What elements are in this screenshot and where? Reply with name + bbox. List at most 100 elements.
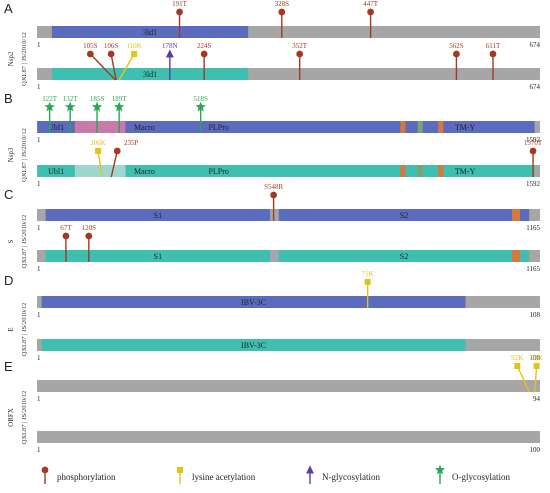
acet-marker [131,51,138,57]
acet-marker [533,363,540,369]
phos-marker [200,50,208,58]
phos-marker [176,8,183,16]
start-position: 1 [37,136,41,144]
tm-segment [511,250,520,262]
site-label: 132T [63,95,79,103]
legend-acet-icon [177,467,183,473]
acet-marker [514,363,521,369]
domain-label: PLPro [208,123,228,132]
domain-region [37,165,535,177]
domain-region [41,339,466,351]
end-position: 674 [530,83,541,91]
site-label: 447T [363,0,379,8]
site-label: 191T [172,0,188,8]
phos-marker [489,50,497,58]
domain-label: S2 [400,211,408,220]
strain-labels: QXL87 | JS/2010/12 [21,215,28,269]
site-label: 189T [112,95,128,103]
acet-marker [364,279,371,285]
domain-label: Ubl1 [48,167,64,176]
phos-marker [86,50,94,58]
start-position: 1 [37,446,41,454]
site-label: 518S [193,95,208,103]
end-position: 108 [530,311,541,319]
strain-labels: QXL87 | JS/2010/12 [21,391,28,445]
cleavage-gap [270,209,279,221]
domain-label: Macro [134,123,155,132]
strain-labels: QXL87 | JS/2010/12 [21,128,28,182]
oglyc-marker [91,101,103,112]
protein-name: E [7,327,15,331]
start-position: 1 [37,224,41,232]
phos-marker [529,147,537,155]
site-label: 93K [531,354,543,362]
site-label: 206K [90,139,106,147]
strain-labels: QXL87 | JS/2010/12 [21,32,28,86]
phos-marker [107,50,115,58]
site-stem [533,365,538,393]
site-label: 71K [362,270,374,278]
site-label: 224S [197,42,212,50]
oglyc-marker [195,101,206,112]
domain-label: S1 [154,211,162,220]
phos-marker [296,50,304,58]
end-position: 1592 [526,180,541,188]
domain-region [45,209,530,221]
end-position: 100 [530,446,541,454]
phos-marker [367,8,374,16]
site-label: 352T [292,42,308,50]
oglyc-marker [64,101,76,112]
site-stem [110,53,117,81]
site-label: 185S [90,95,105,103]
domain-region [51,26,249,38]
site-label: 120S [82,224,97,232]
oglyc-marker [113,101,125,112]
site-label: 562S [449,42,464,50]
site-label: 110K [126,42,141,50]
legend-label: O-glycosylation [452,472,510,482]
start-position: 1 [37,311,41,319]
protein-name: Nsp3 [7,147,15,162]
site-stem [118,53,135,81]
site-label: 235P [124,139,139,147]
sequence-backbone [37,380,540,392]
domain-region [41,296,466,308]
protein-name: ORFX [7,408,15,427]
domain-label: TM-Y [455,123,476,132]
panel-letter: D [4,273,13,288]
site-stem [110,150,118,178]
protein-name: S [7,239,15,243]
cleavage-gap [270,250,279,262]
site-label: 328S [275,0,290,8]
phos-marker [278,8,286,16]
domain-label: S2 [400,252,408,261]
tm-segment [438,121,444,133]
site-stem [97,150,103,178]
site-label: 178N [162,42,178,50]
site-label: S548R [264,183,283,191]
domain-label: Macro [134,167,155,176]
end-position: 1592 [526,136,541,144]
panel-letter: B [4,91,13,106]
end-position: 1165 [526,265,540,273]
legend-label: N-glycosylation [322,472,380,482]
tm-segment [438,165,444,177]
domain-region [45,250,530,262]
tm-segment [511,209,520,221]
phos-marker [453,50,460,58]
site-stem [89,53,116,81]
site-label: 106S [104,42,119,50]
tm-segment [400,121,406,133]
start-position: 1 [37,83,41,91]
acet-marker [95,148,102,154]
start-position: 1 [37,41,41,49]
legend-phos-icon [41,466,49,474]
site-label: 1570T [524,139,543,147]
panel-letter: C [4,187,13,202]
domain-label: S1 [154,252,162,261]
site-label: 611T [486,42,501,50]
legend-ngly-icon [306,465,314,474]
panel-letter: A [4,1,13,16]
linker-region [74,121,126,133]
